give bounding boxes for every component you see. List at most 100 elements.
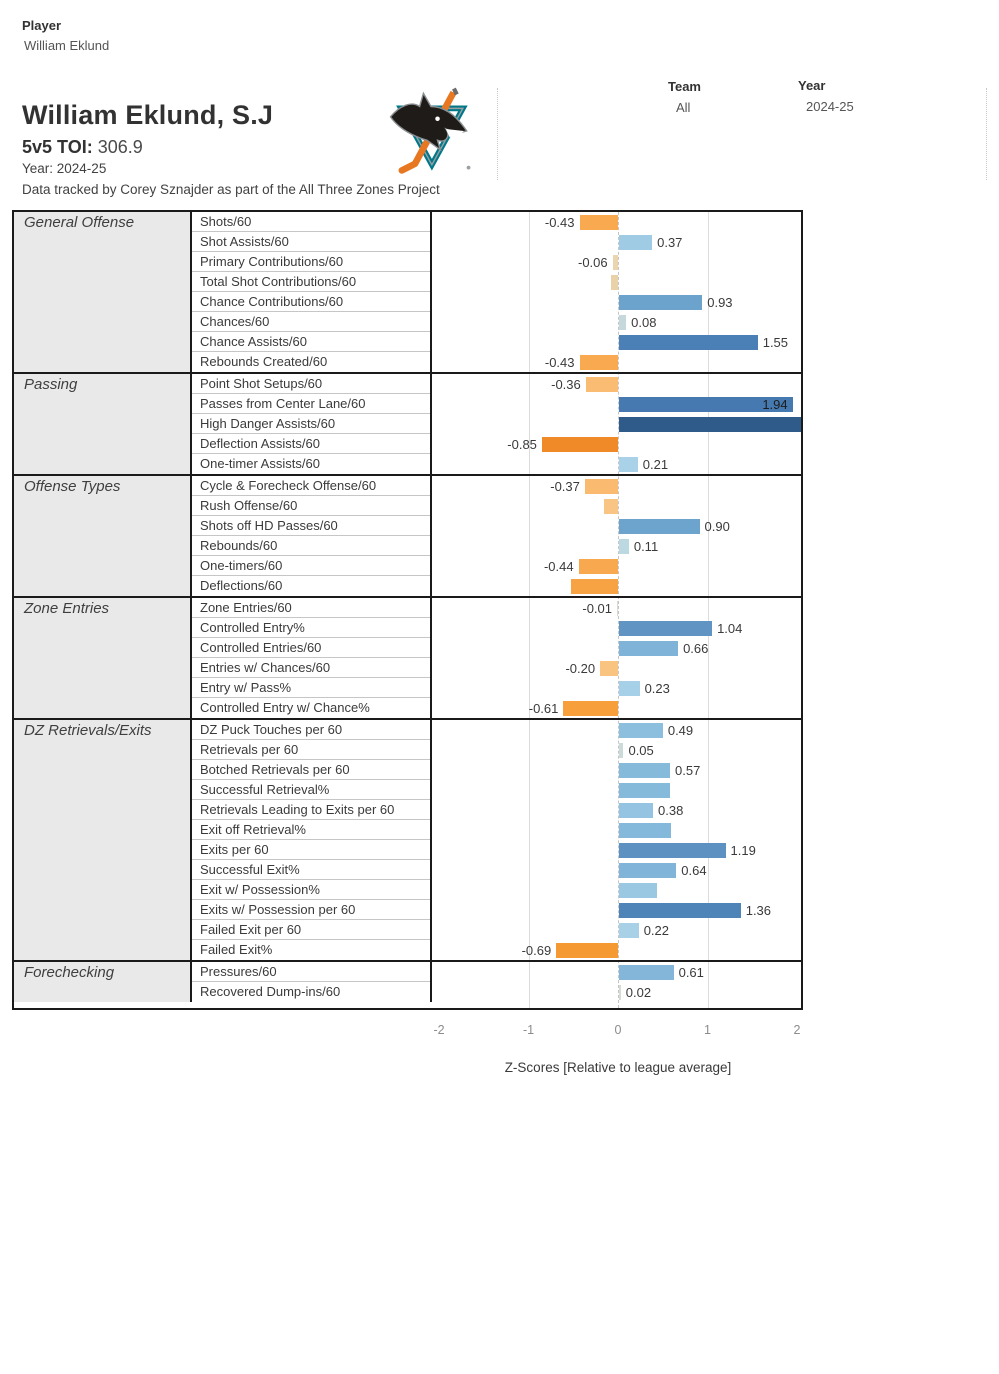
bar-cycle-forecheck-offense-60[interactable] — [584, 478, 618, 494]
metric-label: Failed Exit% — [200, 942, 273, 957]
metric-label: Exits per 60 — [192, 840, 430, 860]
zscore-chart: General Offense Shots/60 Shot Assists/60 Pr… — [12, 210, 803, 1010]
bar-primary-contributions-60[interactable] — [612, 254, 618, 270]
metric-label: Exits w/ Possession per 60 — [192, 900, 430, 920]
bar-botched-retrievals-per-60[interactable] — [619, 762, 670, 778]
metric-label: Rush Offense/60 — [192, 496, 430, 516]
bar-entry-w-pass-[interactable] — [619, 680, 640, 696]
metric-label: Primary Contributions/60 — [192, 252, 430, 272]
bar-controlled-entries-60[interactable] — [619, 640, 679, 656]
metric-column: Pressures/60 Recovered Dump-ins/60 — [192, 962, 432, 1002]
gridline — [528, 212, 530, 1008]
bar-passes-from-center-lane-60[interactable] — [619, 396, 793, 412]
bar-controlled-entry-w-chance-[interactable] — [563, 700, 618, 716]
bar-exits-per-60[interactable] — [619, 842, 726, 858]
section-offense-types: Offense Types Cycle & Forecheck Offense/6… — [14, 474, 801, 596]
bar-one-timers-60[interactable] — [578, 558, 618, 574]
category-label: Zone Entries — [14, 598, 192, 718]
chart-area — [432, 962, 801, 1002]
metric-label: Controlled Entry% — [192, 618, 430, 638]
bar-exit-off-retrieval-[interactable] — [619, 822, 671, 838]
team-filter-label: Team — [668, 79, 701, 94]
metric-label: Passes from Center Lane/60 — [192, 394, 430, 414]
metric-label: Retrievals Leading to Exits per 60 — [192, 800, 430, 820]
bar-successful-exit-[interactable] — [619, 862, 677, 878]
metric-label: Controlled Entries/60 — [192, 638, 430, 658]
bar-deflection-assists-60[interactable] — [541, 436, 618, 452]
metric-label: Deflection Assists/60 — [192, 434, 430, 454]
metric-label: DZ Puck Touches per 60 — [192, 720, 430, 740]
bar-rush-offense-60[interactable] — [603, 498, 618, 514]
chart-gridlines — [14, 212, 801, 1008]
bar-shot-assists-60[interactable] — [619, 234, 653, 250]
metric-label: Exit off Retrieval% — [192, 820, 430, 840]
bar-retrievals-per-60[interactable] — [619, 742, 624, 758]
category-label: DZ Retrievals/Exits — [14, 720, 192, 960]
bar-high-danger-assists-60[interactable] — [619, 416, 801, 432]
bar-successful-retrieval-[interactable] — [619, 782, 670, 798]
gridline — [707, 212, 709, 1008]
bar-chance-contributions-60[interactable] — [619, 294, 703, 310]
bar-retrievals-leading-to-exits-per-60[interactable] — [619, 802, 653, 818]
sharks-team-logo-icon — [383, 82, 477, 178]
bar-exits-w-possession-per-60[interactable] — [619, 902, 741, 918]
bar-chances-60[interactable] — [619, 314, 627, 330]
section-zone-entries: Zone Entries Zone Entries/60 Controlled En… — [14, 596, 801, 718]
metric-column: Zone Entries/60 Controlled Entry% Controll… — [192, 598, 432, 718]
zero-line — [618, 212, 619, 1008]
metric-label: Rebounds/60 — [192, 536, 430, 556]
bar-zone-entries-60[interactable] — [617, 600, 619, 616]
toi-value: 306.9 — [97, 137, 143, 157]
section-general-offense: General Offense Shots/60 Shot Assists/60 Pr… — [14, 212, 801, 372]
metric-label: Botched Retrievals per 60 — [192, 760, 430, 780]
x-tick-label: -2 — [433, 1023, 445, 1037]
bar-point-shot-setups-60[interactable] — [585, 376, 618, 392]
bar-shots-off-hd-passes-60[interactable] — [619, 518, 700, 534]
metric-column: DZ Puck Touches per 60 Retrievals per 60 B… — [192, 720, 432, 960]
bar-dz-puck-touches-per-60[interactable] — [619, 722, 663, 738]
category-label: Passing — [14, 374, 192, 474]
layout-divider — [986, 88, 987, 180]
bar-rebounds-created-60[interactable] — [579, 354, 618, 370]
bar-failed-exit-per-60[interactable] — [619, 922, 639, 938]
metric-label: Chance Assists/60 — [192, 332, 430, 352]
metric-label: Entry w/ Pass% — [192, 678, 430, 698]
toi-label: 5v5 TOI: — [22, 137, 93, 157]
bar-rebounds-60[interactable] — [619, 538, 629, 554]
metric-label: Failed Exit per 60 — [192, 920, 430, 940]
bar-total-shot-contributions-60[interactable] — [610, 274, 618, 290]
bar-one-timer-assists-60[interactable] — [619, 456, 638, 472]
section-forechecking: Forechecking Pressures/60 Recovered Dump-i… — [14, 960, 801, 1002]
metric-label: Zone Entries/60 — [192, 598, 430, 618]
metric-label: Shot Assists/60 — [192, 232, 430, 252]
metric-label: Shots/60 — [192, 212, 430, 232]
metric-label: Controlled Entry w/ Chance% — [200, 700, 370, 715]
credit-line: Data tracked by Corey Sznajder as part o… — [22, 182, 440, 197]
layout-divider — [497, 88, 498, 180]
year-filter-value[interactable]: 2024-25 — [806, 99, 854, 114]
category-label: Forechecking — [14, 962, 192, 1002]
bar-entries-w-chances-60[interactable] — [600, 660, 618, 676]
x-axis-title: Z-Scores [Relative to league average] — [504, 1060, 732, 1075]
bar-recovered-dump-ins-60[interactable] — [619, 984, 621, 1000]
metric-label: Cycle & Forecheck Offense/60 — [192, 476, 430, 496]
x-tick-label: 2 — [793, 1023, 801, 1037]
bar-exit-w-possession-[interactable] — [619, 882, 657, 898]
bar-deflections-60[interactable] — [571, 578, 618, 594]
team-filter-value[interactable]: All — [676, 100, 691, 115]
metric-label: Point Shot Setups/60 — [192, 374, 430, 394]
player-filter-value[interactable]: William Eklund — [24, 38, 110, 53]
player-filter-label: Player — [22, 18, 62, 33]
bar-controlled-entry-[interactable] — [619, 620, 713, 636]
metric-label: Exit w/ Possession% — [192, 880, 430, 900]
bar-failed-exit-[interactable] — [556, 942, 618, 958]
metric-label: Entries w/ Chances/60 — [192, 658, 430, 678]
bar-shots-60[interactable] — [579, 214, 618, 230]
metric-column: Shots/60 Shot Assists/60 Primary Contribut… — [192, 212, 432, 372]
metric-label: Successful Retrieval% — [192, 780, 430, 800]
section-passing: Passing Point Shot Setups/60 Passes from C… — [14, 372, 801, 474]
bar-pressures-60[interactable] — [619, 964, 674, 980]
bar-chance-assists-60[interactable] — [619, 334, 758, 350]
metric-label: Chances/60 — [192, 312, 430, 332]
